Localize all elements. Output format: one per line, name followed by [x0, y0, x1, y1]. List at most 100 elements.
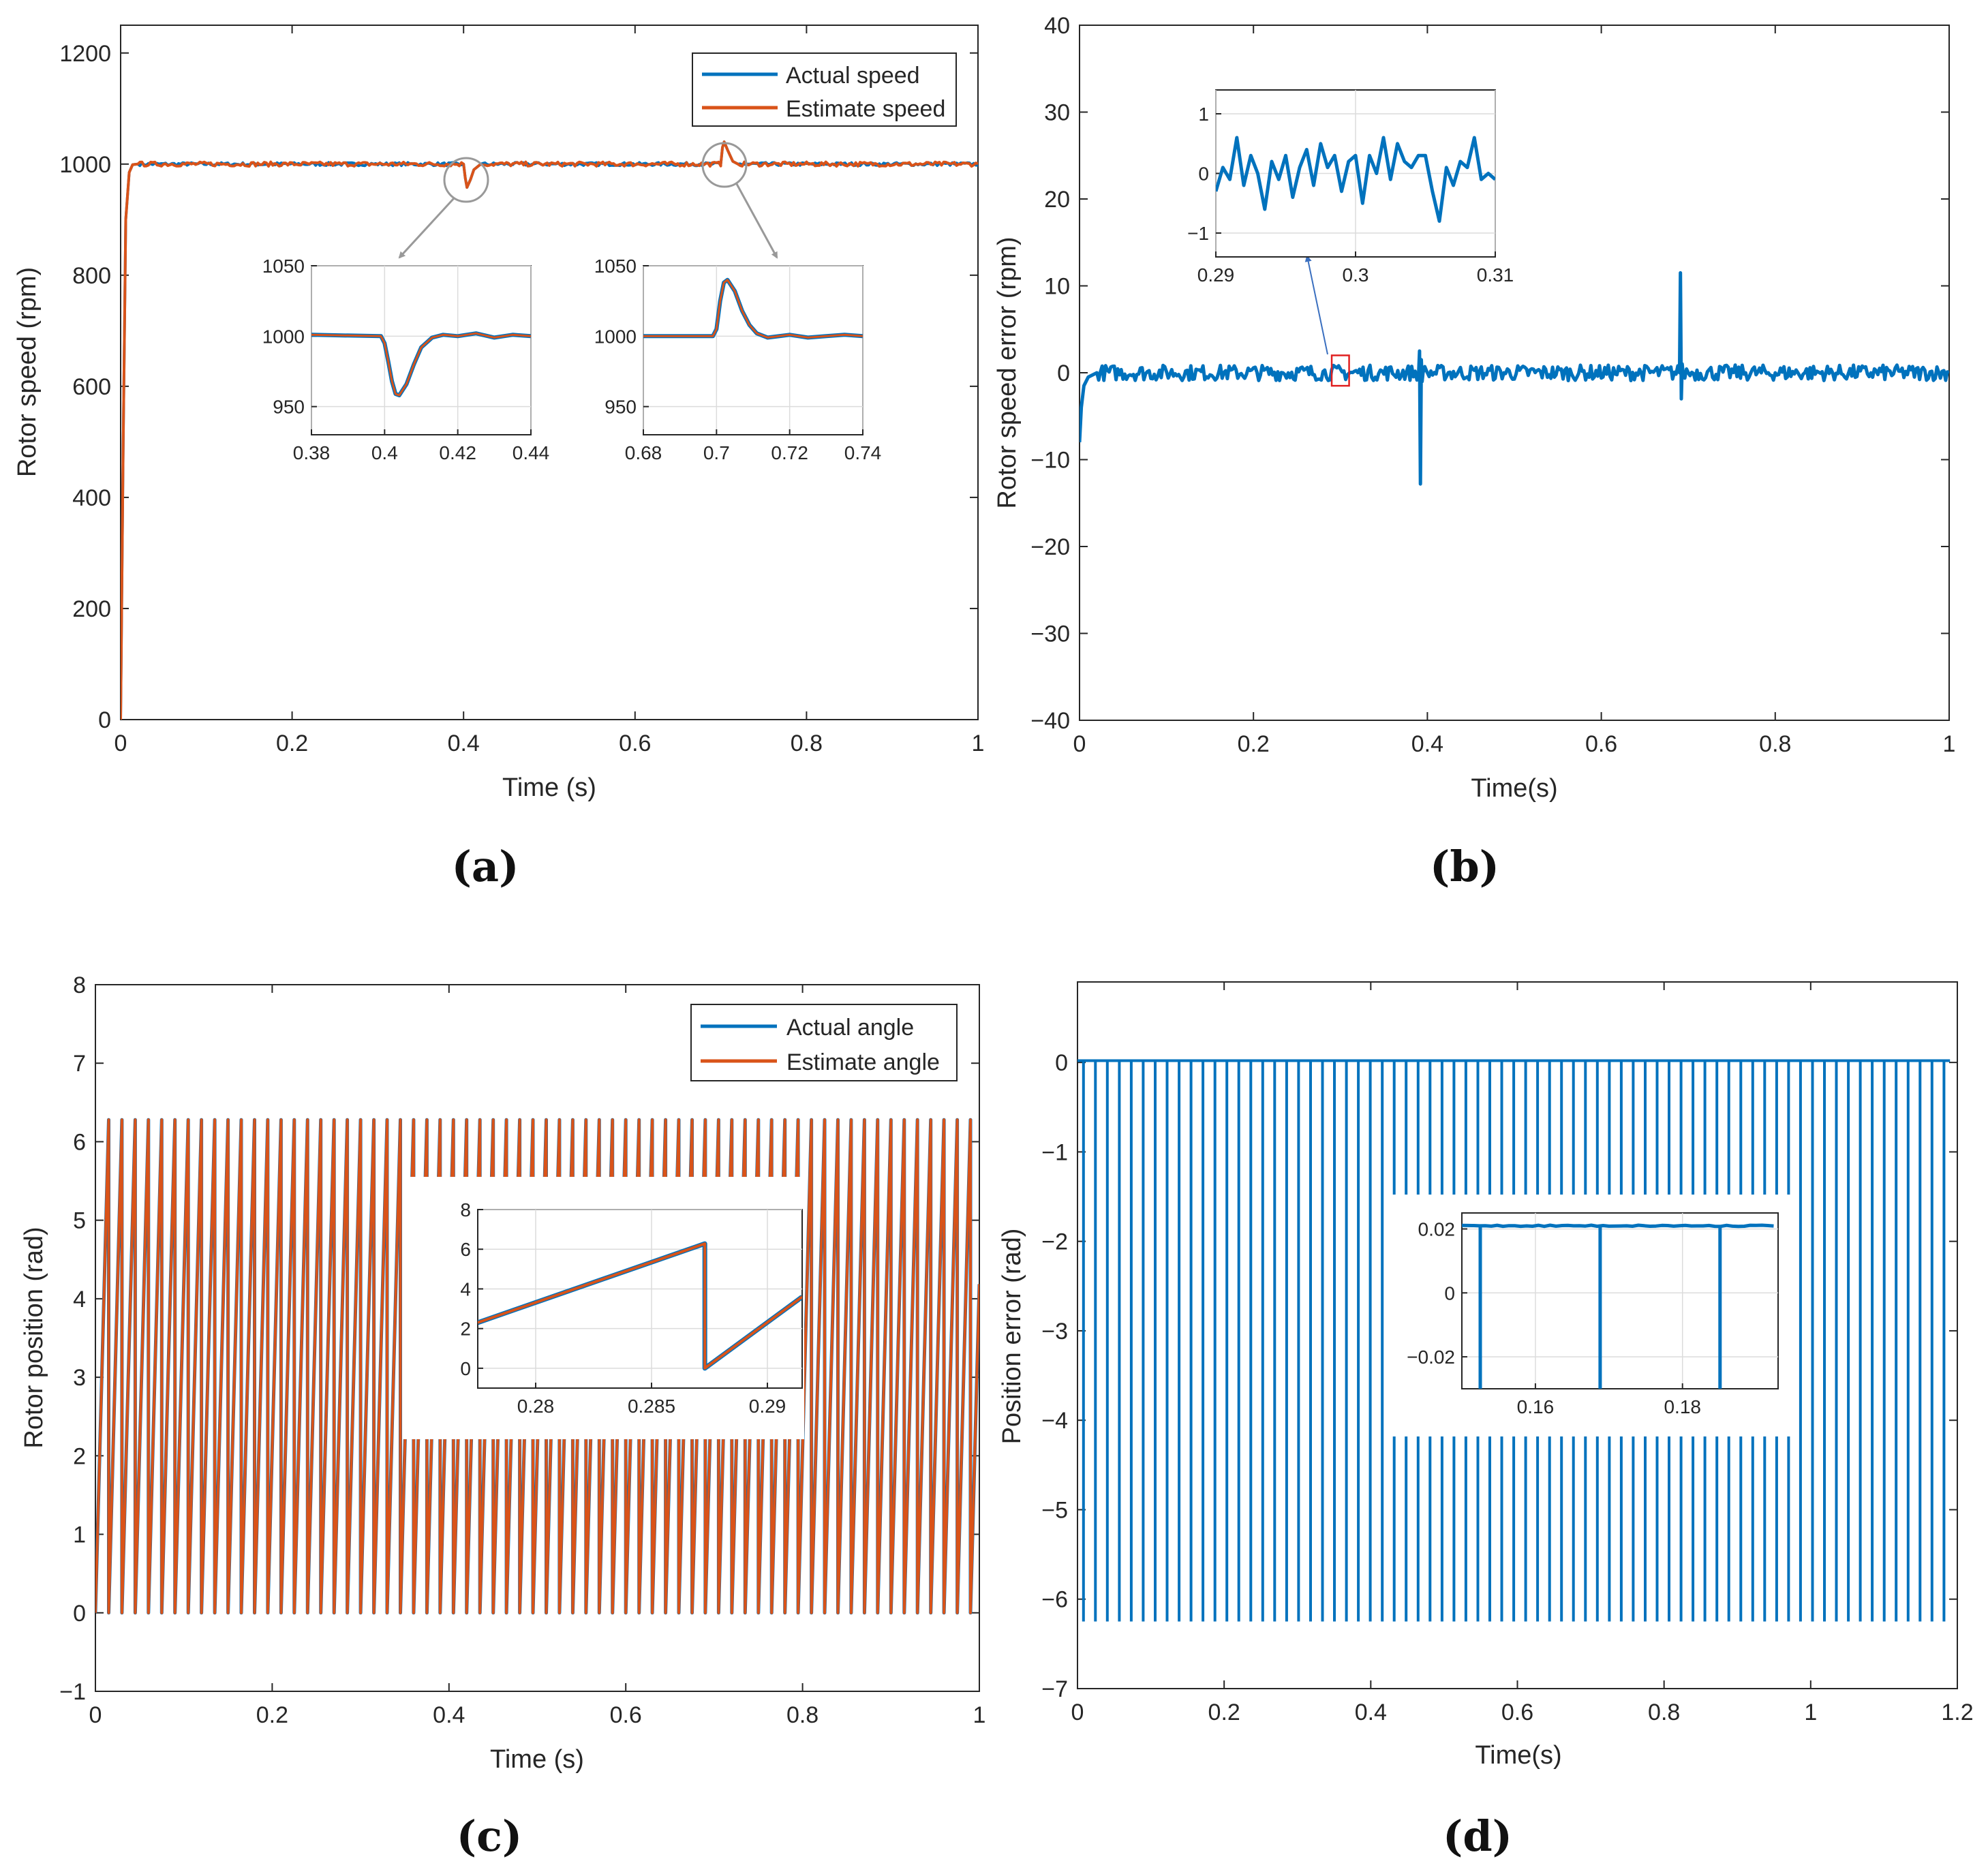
inset-y-tick-label: 1: [1198, 104, 1209, 125]
legend-label: Estimate speed: [786, 96, 945, 122]
inset-y-tick-label: 0.02: [1418, 1218, 1456, 1240]
inset-y-tick-label: 2: [460, 1319, 471, 1340]
y-tick-label: 30: [1044, 100, 1070, 126]
y-tick-label: −40: [1030, 708, 1070, 734]
panel-caption: (d): [1443, 1811, 1512, 1861]
inset-plot-area: [643, 265, 863, 435]
legend: Actual angle Estimate angle: [690, 1004, 958, 1081]
inset-zoom: 0.16 0.18 −0.02 0 0.02: [1407, 1212, 1779, 1417]
y-axis-label: Position error (rad): [998, 1229, 1026, 1445]
inset-y-tick-label: 1050: [594, 256, 637, 277]
inset-series-estimate: [311, 332, 531, 397]
y-tick-label: 40: [1044, 13, 1070, 39]
y-tick-label: 3: [73, 1365, 86, 1391]
y-tick-label: −7: [1041, 1676, 1068, 1702]
y-tick-label: 10: [1044, 274, 1070, 300]
inset-x-tick-label: 0.4: [371, 442, 398, 463]
series-speed-error: [1080, 271, 1949, 486]
legend-label: Actual angle: [786, 1015, 914, 1041]
x-tick-label: 1: [972, 731, 985, 756]
y-tick-label: −4: [1041, 1408, 1068, 1434]
y-ticks: −1 0 1 2 3 4 5 6 7 8: [59, 972, 979, 1705]
series-estimate-speed: [121, 140, 978, 720]
legend: Actual speed Estimate speed: [692, 52, 957, 127]
x-ticks: 0 0.2 0.4 0.6 0.8 1: [1073, 25, 1956, 757]
inset-y-tick-label: 4: [460, 1278, 471, 1300]
inset-y-tick-label: 6: [460, 1239, 471, 1260]
x-axis-label: Time(s): [1471, 774, 1557, 803]
y-tick-label: 0: [1055, 1050, 1068, 1076]
y-tick-label: −20: [1030, 534, 1070, 560]
legend-label: Actual speed: [786, 63, 920, 89]
x-ticks: 0 0.2 0.4 0.6 0.8 1: [114, 25, 985, 756]
inset-zoom-right: 0.68 0.7 0.72 0.74 950 1000 1050: [594, 256, 882, 463]
x-tick-label: 0.6: [619, 731, 651, 756]
inset-x-tick-label: 0.29: [749, 1396, 786, 1417]
x-axis-label: Time (s): [502, 773, 596, 802]
x-tick-label: 0.8: [786, 1702, 819, 1728]
x-tick-label: 1: [1943, 731, 1956, 757]
inset-y-tick-label: 0: [1198, 164, 1209, 185]
inset-x-tick-label: 0.68: [625, 442, 662, 463]
y-tick-label: 0: [1057, 360, 1070, 386]
y-tick-label: −3: [1041, 1319, 1068, 1344]
inset-x-tick-label: 0.7: [703, 442, 730, 463]
inset-y-tick-label: 950: [273, 397, 305, 418]
panel-caption: (c): [457, 1811, 522, 1861]
inset-y-tick-label: 1000: [262, 326, 305, 347]
legend-label: Estimate angle: [786, 1049, 940, 1075]
callout-circle: [701, 142, 748, 188]
x-tick-label: 0.2: [256, 1702, 288, 1728]
callout-arrow: [398, 197, 455, 259]
inset-x-tick-label: 0.42: [439, 442, 476, 463]
inset-y-tick-label: −0.02: [1407, 1347, 1455, 1368]
y-ticks: −7 −6 −5 −4 −3 −2 −1 0: [1041, 1050, 1957, 1702]
x-tick-label: 0.4: [433, 1702, 465, 1728]
x-tick-label: 0.6: [1585, 731, 1617, 757]
panel-caption: (b): [1430, 842, 1499, 891]
inset-x-tick-label: 0.44: [513, 442, 550, 463]
y-tick-label: 400: [72, 485, 111, 511]
x-axis-label: Time (s): [490, 1745, 584, 1774]
x-tick-label: 0.4: [1355, 1700, 1387, 1725]
x-tick-label: 0: [1071, 1700, 1084, 1725]
inset-series-error: [1462, 1223, 1774, 1389]
inset-series-estimate: [643, 279, 863, 339]
y-tick-label: 1: [73, 1522, 86, 1548]
y-tick-label: 8: [73, 972, 86, 998]
y-tick-label: 1000: [59, 152, 111, 178]
x-tick-label: 0: [114, 731, 127, 756]
inset-y-tick-label: −1: [1187, 223, 1209, 244]
callout-circle: [443, 157, 489, 203]
y-tick-label: −1: [1041, 1139, 1068, 1165]
x-tick-label: 0.8: [1759, 731, 1791, 757]
y-tick-label: 6: [73, 1129, 86, 1155]
x-tick-label: 0.6: [1501, 1700, 1533, 1725]
zoom-arrow: [1304, 255, 1328, 355]
y-axis-label: Rotor position (rad): [20, 1227, 48, 1448]
inset-series-estimate: [478, 1242, 802, 1370]
x-tick-label: 0: [1073, 731, 1086, 757]
inset-plot-area: [477, 1209, 803, 1389]
legend-box: [690, 1004, 958, 1081]
y-axis-label: Rotor speed error (rpm): [993, 236, 1022, 508]
x-tick-label: 1.2: [1941, 1700, 1973, 1725]
y-tick-label: 1200: [59, 41, 111, 67]
y-tick-label: 600: [72, 374, 111, 400]
y-tick-label: −6: [1041, 1587, 1068, 1613]
inset-y-tick-label: 8: [460, 1199, 471, 1220]
inset-x-tick-label: 0.31: [1477, 264, 1514, 286]
inset-x-tick-label: 0.285: [628, 1396, 675, 1417]
x-ticks: 0 0.2 0.4 0.6 0.8 1 1.2: [1071, 982, 1974, 1725]
y-tick-label: 200: [72, 596, 111, 622]
y-tick-label: 2: [73, 1443, 86, 1469]
y-tick-label: 0: [73, 1601, 86, 1627]
x-axis-label: Time(s): [1475, 1741, 1561, 1770]
inset-x-tick-label: 0.38: [293, 442, 331, 463]
inset-x-tick-label: 0.18: [1664, 1396, 1701, 1417]
zoom-region-box: [1330, 354, 1350, 387]
y-tick-label: 0: [98, 707, 111, 733]
